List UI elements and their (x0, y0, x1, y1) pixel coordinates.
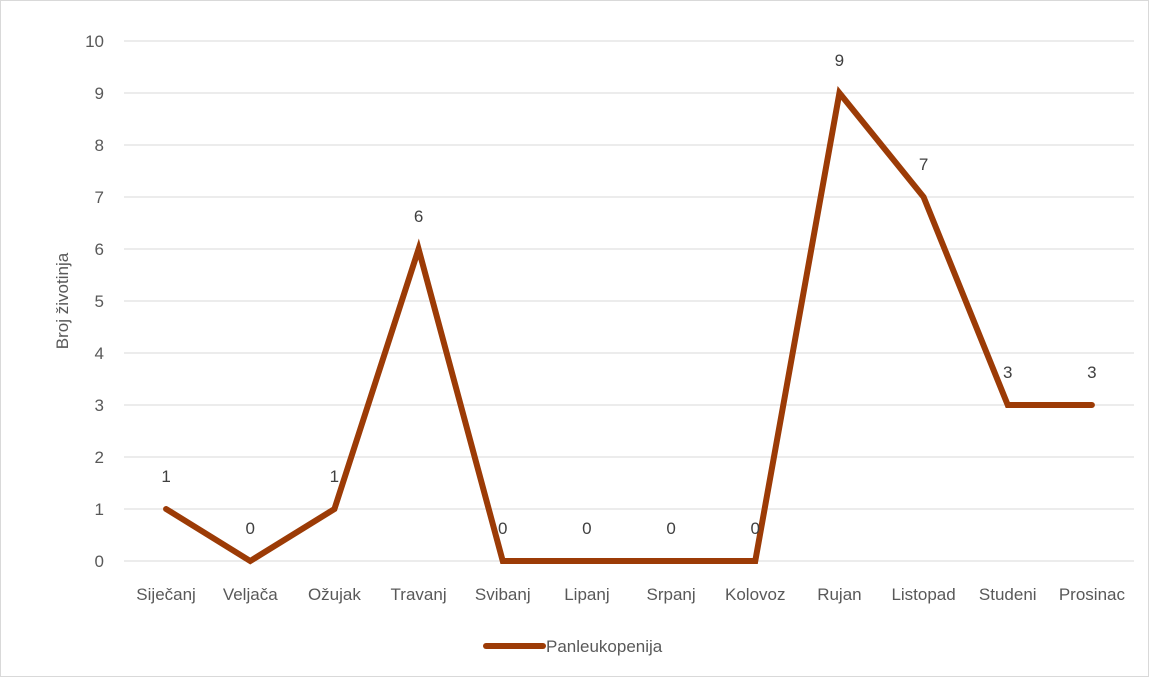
y-axis-ticks: 0 1 2 3 4 5 6 7 8 9 10 (85, 32, 104, 571)
data-label: 1 (161, 467, 170, 486)
x-category-label: Srpanj (647, 585, 696, 604)
data-point (249, 560, 251, 562)
data-point (1091, 404, 1093, 406)
data-point (670, 560, 672, 562)
data-label: 0 (246, 519, 255, 538)
y-tick-label: 7 (95, 188, 104, 207)
data-point (1007, 404, 1009, 406)
y-tick-label: 4 (95, 344, 104, 363)
x-category-label: Ožujak (308, 585, 361, 604)
x-category-label: Rujan (817, 585, 861, 604)
data-label: 0 (666, 519, 675, 538)
data-label: 6 (414, 207, 423, 226)
y-tick-label: 10 (85, 32, 104, 51)
gridlines (124, 40, 1134, 562)
series-layer (163, 86, 1095, 565)
x-category-label: Kolovoz (725, 585, 785, 604)
data-label: 1 (330, 467, 339, 486)
y-tick-label: 1 (95, 500, 104, 519)
y-tick-label: 9 (95, 84, 104, 103)
y-tick-label: 2 (95, 448, 104, 467)
x-axis-categories: Siječanj Veljača Ožujak Travanj Svibanj Lipan… (136, 585, 1125, 604)
data-point (586, 560, 588, 562)
data-point (838, 92, 840, 94)
x-category-label: Prosinac (1059, 585, 1126, 604)
series-line (163, 86, 1095, 565)
y-tick-label: 3 (95, 396, 104, 415)
data-label: 3 (1087, 363, 1096, 382)
x-category-label: Svibanj (475, 585, 531, 604)
data-point (418, 248, 420, 250)
x-category-label: Veljača (223, 585, 278, 604)
data-point (333, 508, 335, 510)
data-label: 3 (1003, 363, 1012, 382)
data-label: 0 (582, 519, 591, 538)
x-category-label: Travanj (391, 585, 447, 604)
y-tick-label: 0 (95, 552, 104, 571)
data-point (923, 196, 925, 198)
y-tick-label: 6 (95, 240, 104, 259)
legend-label: Panleukopenija (546, 637, 663, 656)
legend: Panleukopenija (483, 637, 663, 656)
data-point (754, 560, 756, 562)
data-label: 0 (751, 519, 760, 538)
data-point (502, 560, 504, 562)
x-category-label: Lipanj (564, 585, 609, 604)
x-category-label: Studeni (979, 585, 1037, 604)
y-tick-label: 8 (95, 136, 104, 155)
y-axis-title: Broj životinja (53, 252, 72, 349)
data-labels: 1 0 1 6 0 0 0 0 9 7 3 3 (161, 51, 1096, 538)
x-category-label: Siječanj (136, 585, 196, 604)
data-label: 9 (835, 51, 844, 70)
data-label: 0 (498, 519, 507, 538)
data-point (165, 508, 167, 510)
data-label: 7 (919, 155, 928, 174)
x-category-label: Listopad (891, 585, 955, 604)
y-tick-label: 5 (95, 292, 104, 311)
